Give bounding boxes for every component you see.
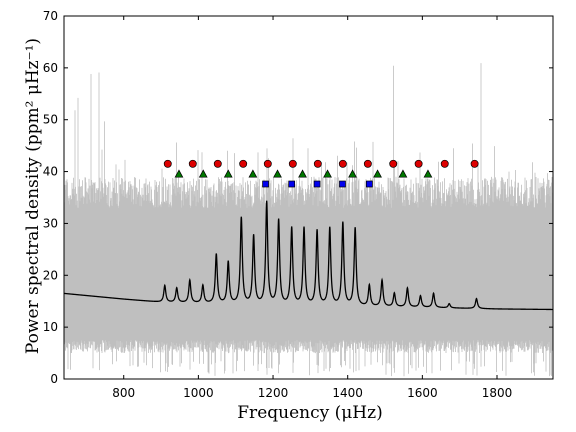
- x-tick-label: 1000: [183, 386, 214, 400]
- fit-line: [63, 200, 553, 311]
- marker-square: [313, 180, 321, 188]
- marker-triangle: [198, 169, 208, 178]
- x-tick-label: 1200: [258, 386, 289, 400]
- marker-triangle: [373, 169, 382, 178]
- marker-triangle: [348, 169, 357, 178]
- marker-circle: [414, 159, 423, 168]
- axis-ticks: 800 1000 1200 1400 1600 1800 0 10 20 30 40 50 60 70: [43, 9, 553, 400]
- marker-square: [339, 180, 346, 188]
- marker-triangle: [273, 169, 282, 178]
- marker-circle: [239, 159, 248, 168]
- marker-circle: [213, 159, 222, 168]
- marker-circle: [288, 159, 297, 168]
- marker-circle: [440, 159, 449, 168]
- marker-circle: [470, 159, 479, 168]
- marker-circle: [188, 159, 197, 168]
- marker-triangle: [298, 169, 307, 178]
- y-tick-label: 50: [43, 113, 58, 127]
- marker-circle: [338, 159, 347, 168]
- x-tick-label: 1800: [482, 386, 513, 400]
- y-tick-label: 70: [43, 9, 58, 23]
- marker-triangle: [323, 169, 332, 178]
- marker-triangle: [248, 169, 258, 178]
- marker-square: [262, 180, 269, 188]
- y-tick-label: 0: [50, 372, 58, 386]
- y-axis-label: Power spectral density (ppm² μHz⁻¹): [23, 38, 43, 354]
- x-tick-label: 1600: [407, 386, 438, 400]
- plot-area: 800 1000 1200 1400 1600 1800 0 10 20 30 40 50 60 70: [43, 9, 554, 400]
- x-tick-label: 800: [112, 386, 135, 400]
- axes-frame: [63, 15, 554, 380]
- marker-circle: [363, 159, 372, 168]
- y-tick-label: 60: [43, 61, 58, 75]
- y-tick-label: 40: [43, 165, 58, 179]
- marker-circle: [389, 159, 398, 168]
- marker-triangle: [174, 169, 184, 178]
- marker-square: [288, 180, 296, 188]
- y-tick-label: 10: [43, 320, 58, 334]
- marker-circle: [163, 159, 172, 168]
- marker-circle: [313, 159, 322, 168]
- marker-square: [365, 180, 373, 188]
- x-tick-label: 1400: [332, 386, 363, 400]
- y-tick-label: 20: [43, 268, 58, 282]
- marker-triangle: [398, 169, 408, 178]
- mode-markers: [163, 159, 479, 188]
- marker-circle: [263, 159, 272, 168]
- y-tick-label: 30: [43, 216, 58, 230]
- x-axis-label: Frequency (μHz): [237, 403, 382, 423]
- marker-triangle: [423, 169, 433, 178]
- marker-triangle: [223, 169, 233, 178]
